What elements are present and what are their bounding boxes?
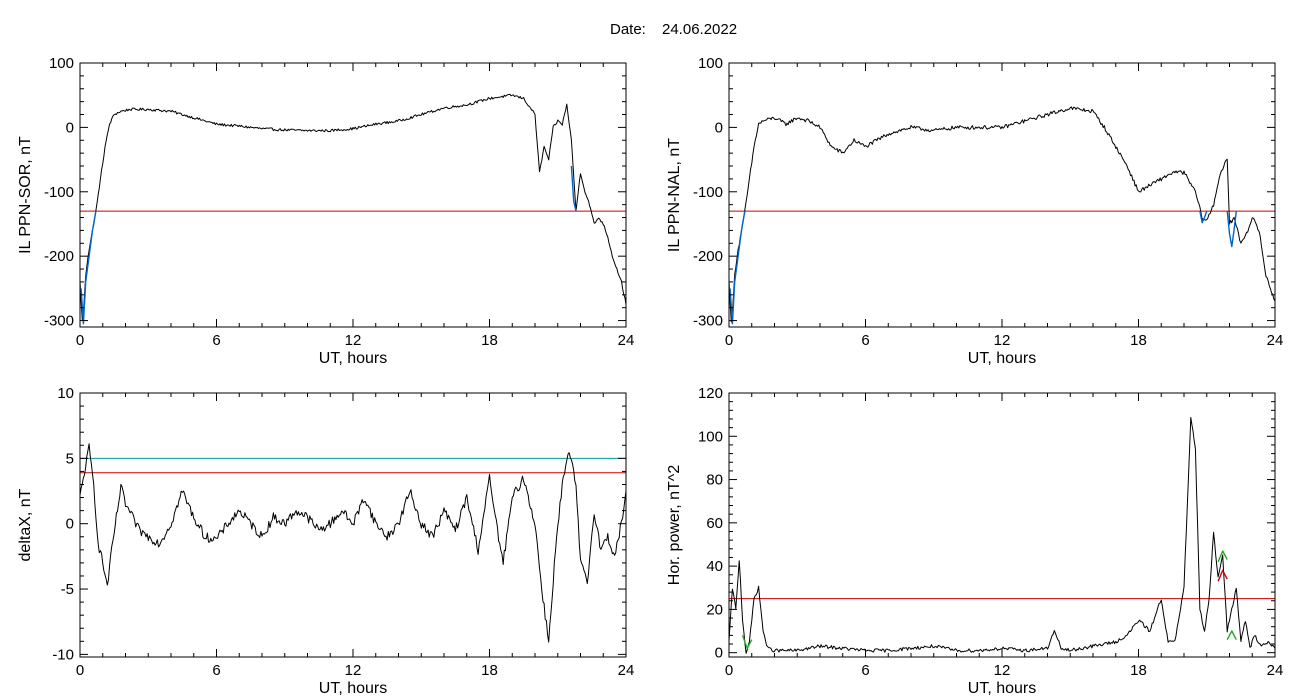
x-tick-label: 24 [618, 332, 635, 349]
chart-il-ppn-sor: 0 6 12 18 24 100 0 -100 -200 -300 UT, hours IL PPN-… [17, 55, 634, 367]
series-line [80, 210, 97, 325]
y-tick-label: 100 [49, 55, 74, 72]
y-axis-label: IL PPN-SOR, nT [17, 136, 34, 254]
series-line [1217, 550, 1228, 563]
chart-deltax: 0 6 12 18 24 10 5 0 -5 -10 UT, hours deltaX, nT [17, 385, 634, 697]
y-tick-label: 0 [715, 645, 723, 662]
y-tick-label: -200 [693, 248, 723, 265]
y-tick-label: 120 [698, 385, 723, 402]
y-tick-label: 40 [706, 558, 723, 575]
plot-frame [728, 62, 1276, 328]
x-tick-label: 6 [212, 662, 220, 679]
plot-frame [79, 392, 627, 658]
series-line [1226, 211, 1237, 248]
x-tick-label: 0 [725, 662, 733, 679]
y-tick-label: -300 [44, 313, 74, 330]
y-tick-label: -10 [52, 646, 74, 663]
y-tick-label: -200 [44, 248, 74, 265]
x-tick-label: 24 [1267, 332, 1284, 349]
x-tick-label: 0 [76, 332, 84, 349]
x-tick-label: 0 [76, 662, 84, 679]
x-tick-label: 6 [861, 332, 869, 349]
chart-il-ppn-nal: 0 6 12 18 24 100 0 -100 -200 -300 UT, hours IL PPN-… [666, 55, 1283, 367]
y-tick-label: 80 [706, 472, 723, 489]
x-tick-label: 24 [1267, 662, 1284, 679]
y-tick-label: 60 [706, 515, 723, 532]
y-tick-label: 100 [698, 55, 723, 72]
series-line [1199, 210, 1208, 224]
x-axis-label: UT, hours [968, 680, 1036, 697]
date-value: 24.06.2022 [662, 21, 737, 38]
x-tick-label: 0 [725, 332, 733, 349]
y-axis-label: Hor. power, nT^2 [666, 465, 683, 586]
x-tick-label: 6 [212, 332, 220, 349]
y-tick-label: 0 [715, 119, 723, 136]
x-tick-label: 12 [994, 662, 1011, 679]
x-tick-label: 6 [861, 662, 869, 679]
x-tick-label: 18 [1130, 662, 1147, 679]
y-tick-label: 10 [57, 385, 74, 402]
date-label: Date: [610, 21, 646, 38]
series-line [80, 443, 626, 643]
x-axis-label: UT, hours [319, 350, 387, 367]
y-tick-label: -300 [693, 313, 723, 330]
series-line [741, 635, 753, 649]
y-axis-label: IL PPN-NAL, nT [666, 138, 683, 252]
x-tick-label: 12 [345, 332, 362, 349]
series-line [570, 165, 577, 212]
y-tick-label: -5 [61, 581, 74, 598]
chart-hor-power: 0 6 12 18 24 120 100 80 60 40 20 0 UT, hours Hor. pow… [666, 385, 1283, 697]
series-line [1217, 569, 1228, 582]
x-axis-label: UT, hours [968, 350, 1036, 367]
series-line [729, 106, 1275, 323]
y-tick-label: 5 [66, 450, 74, 467]
y-tick-label: 0 [66, 516, 74, 533]
series-line [1226, 630, 1237, 641]
y-tick-label: 100 [698, 428, 723, 445]
y-tick-label: 20 [706, 601, 723, 618]
y-tick-label: 0 [66, 119, 74, 136]
series-line [80, 93, 626, 321]
x-tick-label: 18 [481, 662, 498, 679]
series-line [729, 210, 746, 325]
plot-frame [79, 62, 627, 328]
y-tick-label: -100 [44, 184, 74, 201]
y-axis-label: deltaX, nT [17, 488, 34, 561]
x-tick-label: 18 [1130, 332, 1147, 349]
x-tick-label: 24 [618, 662, 635, 679]
x-tick-label: 12 [994, 332, 1011, 349]
x-tick-label: 18 [481, 332, 498, 349]
y-tick-label: -100 [693, 184, 723, 201]
series-line [729, 417, 1275, 654]
x-axis-label: UT, hours [319, 680, 387, 697]
x-tick-label: 12 [345, 662, 362, 679]
